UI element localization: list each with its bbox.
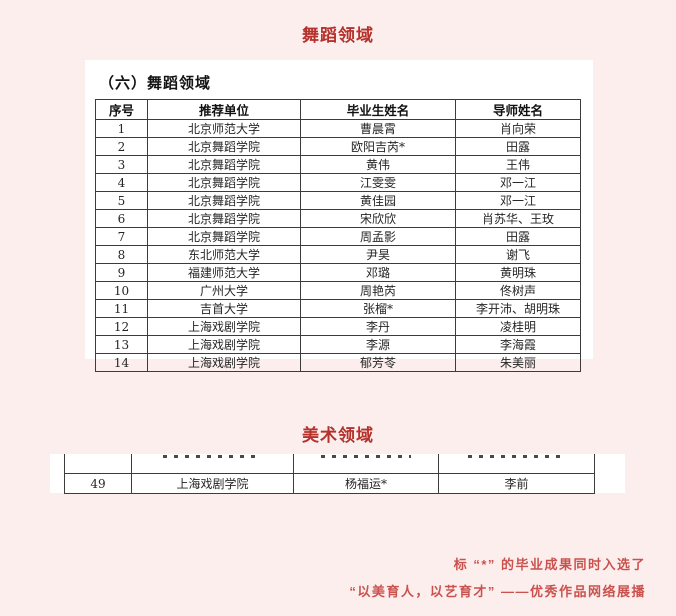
table-cell: 张榴*	[300, 299, 456, 318]
table-cell: 李前	[438, 473, 595, 494]
footnote-exhibition-note: “以美育人，以艺育才” ——优秀作品网络展播	[349, 584, 646, 599]
footnote-asterisk-note: 标 “*” 的毕业成果同时入选了	[453, 557, 646, 572]
table-cell: 凌桂明	[455, 317, 581, 336]
column-header: 序号	[95, 99, 148, 120]
table-cell: 福建师范大学	[147, 263, 301, 282]
table-cell: 杨福运*	[293, 473, 439, 494]
table-cell: 12	[95, 317, 148, 336]
table-row: 7 北京舞蹈学院 周孟影 田露	[95, 227, 581, 246]
table-cell: 上海戏剧学院	[147, 317, 301, 336]
table-cell: 东北师范大学	[147, 245, 301, 264]
art-document-panel: 49 上海戏剧学院 杨福运* 李前	[50, 454, 625, 494]
table-cell: 11	[95, 299, 148, 318]
column-header: 导师姓名	[455, 99, 581, 120]
truncated-cell	[438, 454, 595, 474]
truncated-cell	[293, 454, 439, 474]
table-cell: 1	[95, 119, 148, 138]
table-cell: 8	[95, 245, 148, 264]
table-cell: 黄明珠	[455, 263, 581, 282]
table-row: 3 北京舞蹈学院 黄伟 王伟	[95, 155, 581, 174]
table-cell: 李开沛、胡明珠	[455, 299, 581, 318]
header-row: 序号 推荐单位 毕业生姓名 导师姓名	[95, 99, 581, 120]
table-cell: 上海戏剧学院	[131, 473, 294, 494]
column-header: 推荐单位	[147, 99, 301, 120]
table-cell: 4	[95, 173, 148, 192]
table-cell: 北京舞蹈学院	[147, 137, 301, 156]
table-cell: 李丹	[300, 317, 456, 336]
table-cell: 谢飞	[455, 245, 581, 264]
table-cell: 13	[95, 335, 148, 354]
table-cell: 尹昊	[300, 245, 456, 264]
table-cell: 吉首大学	[147, 299, 301, 318]
table-row: 8 东北师范大学 尹昊 谢飞	[95, 245, 581, 264]
table-cell: 3	[95, 155, 148, 174]
table-cell: 10	[95, 281, 148, 300]
table-cell: 黄佳园	[300, 191, 456, 210]
table-row: 2 北京舞蹈学院 欧阳吉芮* 田露	[95, 137, 581, 156]
table-cell: 田露	[455, 137, 581, 156]
table-cell: 北京舞蹈学院	[147, 227, 301, 246]
table-cell: 佟树声	[455, 281, 581, 300]
table-row: 6 北京舞蹈学院 宋欣欣 肖苏华、王玫	[95, 209, 581, 228]
table-cell: 邓一江	[455, 191, 581, 210]
art-section-title: 美术领域	[302, 426, 374, 445]
table-cell: 邓璐	[300, 263, 456, 282]
table-cell: 北京师范大学	[147, 119, 301, 138]
table-cell: 李海霞	[455, 335, 581, 354]
table-cell: 北京舞蹈学院	[147, 155, 301, 174]
table-cell: 5	[95, 191, 148, 210]
table-cell: 肖苏华、王玫	[455, 209, 581, 228]
dance-document-panel: （六）舞蹈领域 序号 推荐单位 毕业生姓名 导师姓名 1 北京师范大学 曹晨霄 肖向荣 2 北京舞…	[85, 60, 593, 372]
table-cell: 王伟	[455, 155, 581, 174]
truncated-row	[64, 454, 595, 474]
table-cell: 广州大学	[147, 281, 301, 300]
dance-document-heading: （六）舞蹈领域	[99, 75, 212, 92]
table-cell: 2	[95, 137, 148, 156]
table-cell: 郁芳苓	[300, 353, 456, 372]
table-cell: 9	[95, 263, 148, 282]
table-row: 5 北京舞蹈学院 黄佳园 邓一江	[95, 191, 581, 210]
truncated-cell	[64, 454, 132, 474]
table-row: 12 上海戏剧学院 李丹 凌桂明	[95, 317, 581, 336]
table-row: 9 福建师范大学 邓璐 黄明珠	[95, 263, 581, 282]
table-cell: 北京舞蹈学院	[147, 191, 301, 210]
table-cell: 14	[95, 353, 148, 372]
table-cell: 上海戏剧学院	[147, 335, 301, 354]
table-cell: 周孟影	[300, 227, 456, 246]
table-row: 14 上海戏剧学院 郁芳苓 朱美丽	[95, 353, 581, 372]
table-cell: 欧阳吉芮*	[300, 137, 456, 156]
table-cell: 曹晨霄	[300, 119, 456, 138]
table-cell: 宋欣欣	[300, 209, 456, 228]
table-row: 49 上海戏剧学院 杨福运* 李前	[64, 473, 595, 494]
table-cell: 邓一江	[455, 173, 581, 192]
table-row: 1 北京师范大学 曹晨霄 肖向荣	[95, 119, 581, 138]
table-cell: 肖向荣	[455, 119, 581, 138]
table-row: 10 广州大学 周艳芮 佟树声	[95, 281, 581, 300]
table-cell: 周艳芮	[300, 281, 456, 300]
truncated-cell	[131, 454, 294, 474]
table-cell: 7	[95, 227, 148, 246]
table-row: 11 吉首大学 张榴* 李开沛、胡明珠	[95, 299, 581, 318]
table-row: 4 北京舞蹈学院 江雯雯 邓一江	[95, 173, 581, 192]
table-cell: 黄伟	[300, 155, 456, 174]
table-cell: 北京舞蹈学院	[147, 209, 301, 228]
table-cell: 田露	[455, 227, 581, 246]
column-header: 毕业生姓名	[300, 99, 456, 120]
table-cell: 北京舞蹈学院	[147, 173, 301, 192]
table-cell: 朱美丽	[455, 353, 581, 372]
table-cell: 6	[95, 209, 148, 228]
table-cell: 李源	[300, 335, 456, 354]
table-cell: 上海戏剧学院	[147, 353, 301, 372]
dance-section-title: 舞蹈领域	[302, 26, 374, 45]
table-cell: 49	[64, 473, 132, 494]
table-cell: 江雯雯	[300, 173, 456, 192]
table-row: 13 上海戏剧学院 李源 李海霞	[95, 335, 581, 354]
art-graduates-table: 49 上海戏剧学院 杨福运* 李前	[64, 454, 595, 494]
dance-graduates-table: 序号 推荐单位 毕业生姓名 导师姓名 1 北京师范大学 曹晨霄 肖向荣 2 北京舞蹈学院 欧阳吉芮*…	[95, 99, 581, 372]
